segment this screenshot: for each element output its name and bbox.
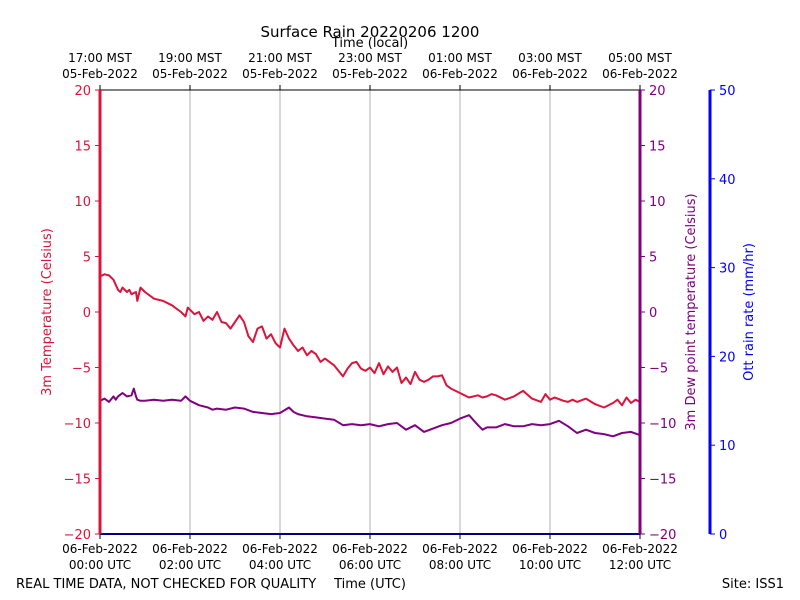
y-tick-label-temperature: 20 [74, 84, 91, 99]
y-tick-label-temperature: 5 [83, 251, 91, 266]
x-tick-label-local-date: 06-Feb-2022 [602, 67, 678, 81]
y-tick-label-dewpoint: −10 [649, 417, 676, 432]
y-tick-label-temperature: −20 [64, 528, 91, 543]
x-tick-label-local-time: 05:00 MST [608, 51, 672, 65]
x-tick-label-local-date: 06-Feb-2022 [422, 67, 498, 81]
x-tick-label-utc-date: 06-Feb-2022 [512, 542, 588, 556]
chart-title: Surface Rain 20220206 1200 [261, 23, 480, 41]
x-tick-label-utc-time: 08:00 UTC [429, 558, 491, 572]
x-tick-label-local-time: 23:00 MST [338, 51, 402, 65]
x-tick-label-local-date: 05-Feb-2022 [242, 67, 318, 81]
y-tick-label-dewpoint: 5 [649, 251, 657, 266]
top-axis-label: Time (local) [331, 36, 408, 51]
series-lines [99, 273, 641, 438]
x-tick-label-utc-time: 04:00 UTC [249, 558, 311, 572]
x-tick-label-local-time: 01:00 MST [428, 51, 492, 65]
x-tick-label-utc-date: 06-Feb-2022 [152, 542, 228, 556]
y-tick-label-dewpoint: 0 [649, 306, 657, 321]
y-tick-label-rain: 20 [719, 350, 736, 365]
y-tick-label-rain: 0 [719, 528, 727, 543]
x-tick-label-utc-date: 06-Feb-2022 [602, 542, 678, 556]
grid-lines [189, 90, 551, 534]
dewpoint-line [99, 387, 641, 438]
y-tick-label-rain: 50 [719, 84, 736, 99]
x-tick-label-local-date: 05-Feb-2022 [332, 67, 408, 81]
y-tick-label-temperature: 0 [83, 306, 91, 321]
y-tick-label-dewpoint: 20 [649, 84, 666, 99]
x-tick-label-local-date: 05-Feb-2022 [152, 67, 228, 81]
x-tick-label-local-time: 03:00 MST [518, 51, 582, 65]
y-axis-label-rain: Ott rain rate (mm/hr) [742, 243, 757, 381]
y-tick-label-rain: 10 [719, 439, 736, 454]
x-tick-label-utc-time: 06:00 UTC [339, 558, 401, 572]
x-tick-label-local-date: 05-Feb-2022 [62, 67, 138, 81]
axes [95, 85, 715, 539]
y-tick-label-temperature: 15 [74, 140, 91, 155]
site-label: Site: ISS1 [722, 577, 784, 592]
temperature-line [99, 273, 641, 409]
y-tick-label-dewpoint: 15 [649, 140, 666, 155]
x-tick-label-local-date: 06-Feb-2022 [512, 67, 588, 81]
y-axis-label-dewpoint: 3m Dew point temperature (Celsius) [684, 193, 699, 430]
x-tick-label-utc-time: 10:00 UTC [519, 558, 581, 572]
y-tick-label-temperature: −5 [72, 362, 91, 377]
x-tick-label-local-time: 17:00 MST [68, 51, 132, 65]
y-tick-label-dewpoint: −5 [649, 362, 668, 377]
y-tick-label-temperature: −10 [64, 417, 91, 432]
x-tick-label-utc-time: 02:00 UTC [159, 558, 221, 572]
y-tick-label-dewpoint: 10 [649, 195, 666, 210]
x-tick-label-utc-time: 12:00 UTC [609, 558, 671, 572]
x-tick-label-local-time: 21:00 MST [248, 51, 312, 65]
y-tick-label-temperature: −15 [64, 473, 91, 488]
x-tick-label-utc-time: 00:00 UTC [69, 558, 131, 572]
y-tick-label-rain: 40 [719, 173, 736, 188]
x-tick-label-local-time: 19:00 MST [158, 51, 222, 65]
x-axis-label: Time (UTC) [333, 577, 406, 592]
y-tick-label-dewpoint: −15 [649, 473, 676, 488]
x-tick-label-utc-date: 06-Feb-2022 [332, 542, 408, 556]
quality-notice: REAL TIME DATA, NOT CHECKED FOR QUALITY [16, 577, 316, 592]
y-tick-label-rain: 30 [719, 262, 736, 277]
x-tick-label-utc-date: 06-Feb-2022 [62, 542, 138, 556]
y-tick-label-temperature: 10 [74, 195, 91, 210]
x-tick-label-utc-date: 06-Feb-2022 [242, 542, 318, 556]
x-tick-label-utc-date: 06-Feb-2022 [422, 542, 498, 556]
y-tick-label-dewpoint: −20 [649, 528, 676, 543]
y-axis-label-temperature: 3m Temperature (Celsius) [40, 228, 55, 396]
